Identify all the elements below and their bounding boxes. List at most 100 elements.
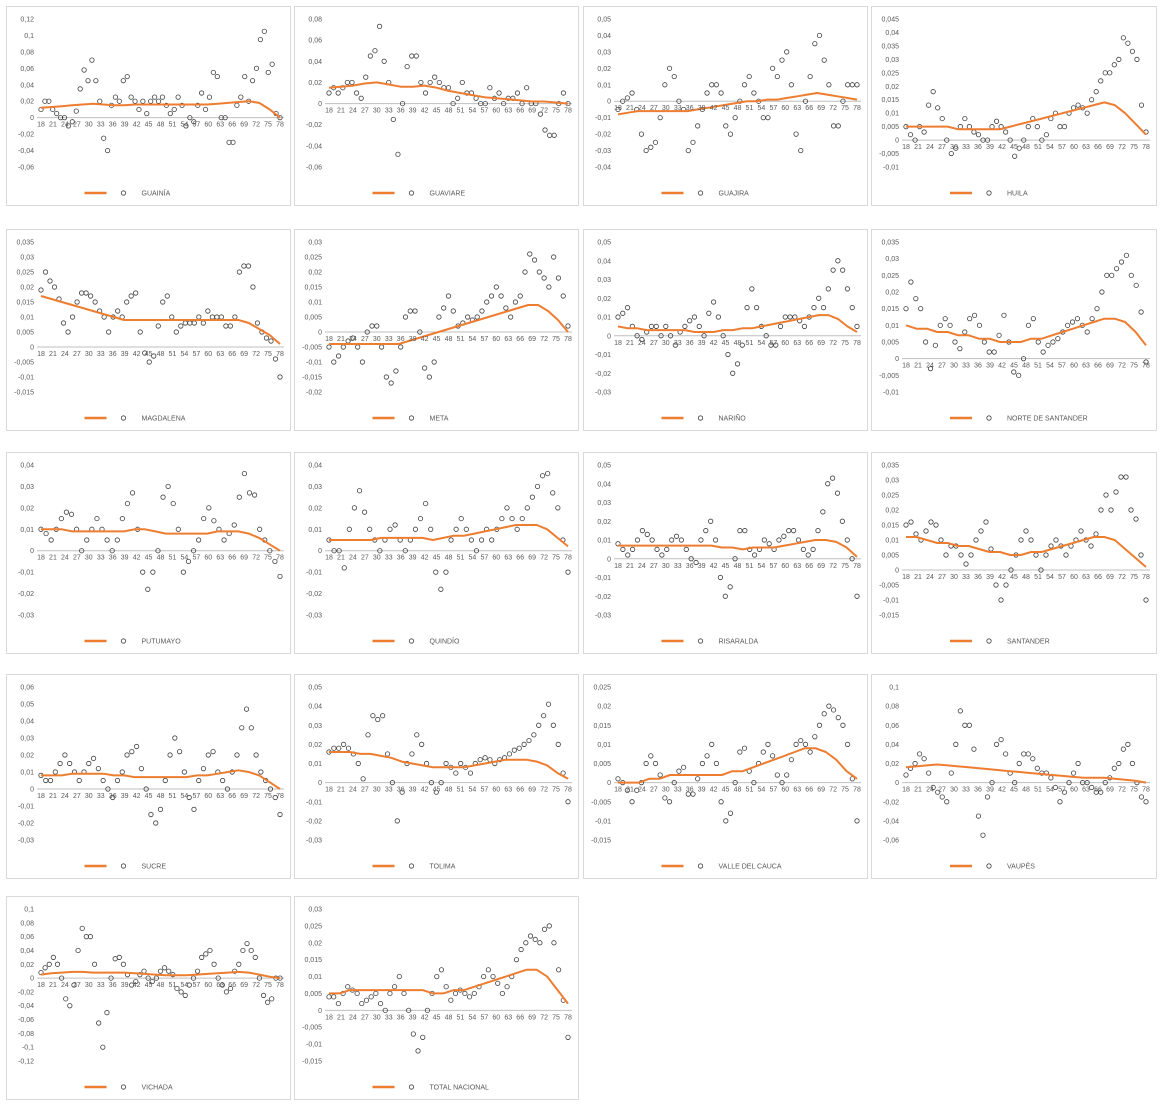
data-point xyxy=(148,811,154,818)
y-tick-label: -0,005 xyxy=(302,1025,322,1032)
data-point xyxy=(652,139,659,145)
data-point xyxy=(542,127,548,133)
data-point xyxy=(331,359,337,365)
data-point xyxy=(138,766,144,772)
data-point xyxy=(760,749,766,755)
data-point xyxy=(1128,507,1134,513)
x-tick-label: 39 xyxy=(986,363,994,370)
data-point xyxy=(816,722,823,728)
data-point xyxy=(409,751,415,757)
data-point xyxy=(432,74,438,80)
trend-line xyxy=(329,304,569,345)
data-point xyxy=(1138,794,1145,800)
legend-label: NORTE DE SANTANDER xyxy=(1007,416,1088,423)
x-tick-label: 21 xyxy=(914,363,922,370)
data-point xyxy=(466,994,473,1000)
data-point xyxy=(723,123,729,129)
x-tick-label: 48 xyxy=(157,555,165,562)
data-point xyxy=(711,299,717,305)
data-point xyxy=(774,772,780,778)
x-tick-label: 54 xyxy=(181,351,189,358)
x-tick-label: 18 xyxy=(325,336,333,343)
data-point xyxy=(214,73,220,80)
data-point xyxy=(482,755,488,761)
x-tick-label: 39 xyxy=(121,793,129,800)
data-point xyxy=(948,770,954,776)
x-tick-label: 75 xyxy=(841,787,849,794)
data-point xyxy=(471,990,477,997)
data-point xyxy=(272,356,279,362)
data-point xyxy=(203,951,209,957)
x-tick-label: 75 xyxy=(264,351,272,358)
x-tick-label: 24 xyxy=(926,363,934,370)
y-tick-label: -0,01 xyxy=(883,165,899,172)
x-tick-label: 24 xyxy=(638,563,646,570)
data-point xyxy=(85,78,91,84)
y-tick-label: 0,03 xyxy=(308,907,322,914)
data-point xyxy=(162,777,168,784)
x-tick-label: 60 xyxy=(1070,144,1078,151)
y-tick-label: 0,005 xyxy=(16,330,34,337)
x-tick-label: 63 xyxy=(504,787,512,794)
data-point xyxy=(83,290,89,296)
legend-label: SANTANDER xyxy=(1007,639,1050,646)
x-tick-label: 45 xyxy=(722,105,730,112)
data-point xyxy=(463,526,469,532)
data-point xyxy=(335,353,342,359)
data-point xyxy=(410,1031,416,1037)
legend-marker xyxy=(408,863,415,869)
data-point xyxy=(124,500,131,507)
data-point xyxy=(431,359,437,365)
data-point xyxy=(488,293,495,299)
x-tick-label: 48 xyxy=(157,982,165,989)
data-point xyxy=(499,990,505,997)
data-point xyxy=(1123,252,1130,258)
data-point xyxy=(821,57,827,63)
data-point xyxy=(227,323,233,329)
legend-label: GUAJIRA xyxy=(719,191,750,198)
x-tick-label: 60 xyxy=(492,336,500,343)
x-tick-label: 66 xyxy=(516,787,524,794)
y-tick-label: 0,02 xyxy=(597,66,611,73)
x-tick-label: 21 xyxy=(626,340,634,347)
data-point xyxy=(720,333,726,339)
x-tick-label: 48 xyxy=(445,336,453,343)
data-point xyxy=(178,323,184,329)
data-point xyxy=(393,368,399,374)
data-point xyxy=(267,786,274,792)
x-tick-label: 63 xyxy=(1082,144,1090,151)
x-tick-label: 54 xyxy=(469,336,477,343)
data-point xyxy=(443,760,449,767)
x-tick-label: 54 xyxy=(1046,144,1054,151)
x-tick-label: 66 xyxy=(228,555,236,562)
data-point xyxy=(676,98,682,104)
data-point xyxy=(725,351,731,358)
x-tick-label: 63 xyxy=(793,787,801,794)
x-tick-label: 51 xyxy=(457,108,465,115)
x-tick-label: 69 xyxy=(1106,363,1114,370)
y-tick-label: -0,02 xyxy=(306,390,322,397)
data-point xyxy=(373,990,379,997)
data-point xyxy=(155,98,162,104)
data-point xyxy=(145,586,151,592)
x-tick-label: 57 xyxy=(480,555,488,562)
x-tick-label: 54 xyxy=(1046,363,1054,370)
y-tick-label: -0,03 xyxy=(595,390,611,397)
data-point xyxy=(638,131,645,137)
data-point xyxy=(186,982,192,988)
y-tick-label: 0,02 xyxy=(885,290,899,297)
x-tick-label: 18 xyxy=(37,793,45,800)
data-point xyxy=(693,559,699,566)
data-point xyxy=(744,305,750,311)
x-tick-label: 21 xyxy=(337,336,345,343)
data-point xyxy=(952,339,958,345)
data-point xyxy=(639,528,645,534)
data-point xyxy=(187,115,193,121)
x-tick-label: 42 xyxy=(133,122,141,129)
y-tick-label: 0,04 xyxy=(597,33,611,40)
y-tick-label: 0,02 xyxy=(308,742,322,749)
data-point xyxy=(1040,349,1046,355)
data-point xyxy=(511,747,517,753)
y-tick-label: 0,02 xyxy=(308,505,322,512)
data-point xyxy=(730,370,736,376)
